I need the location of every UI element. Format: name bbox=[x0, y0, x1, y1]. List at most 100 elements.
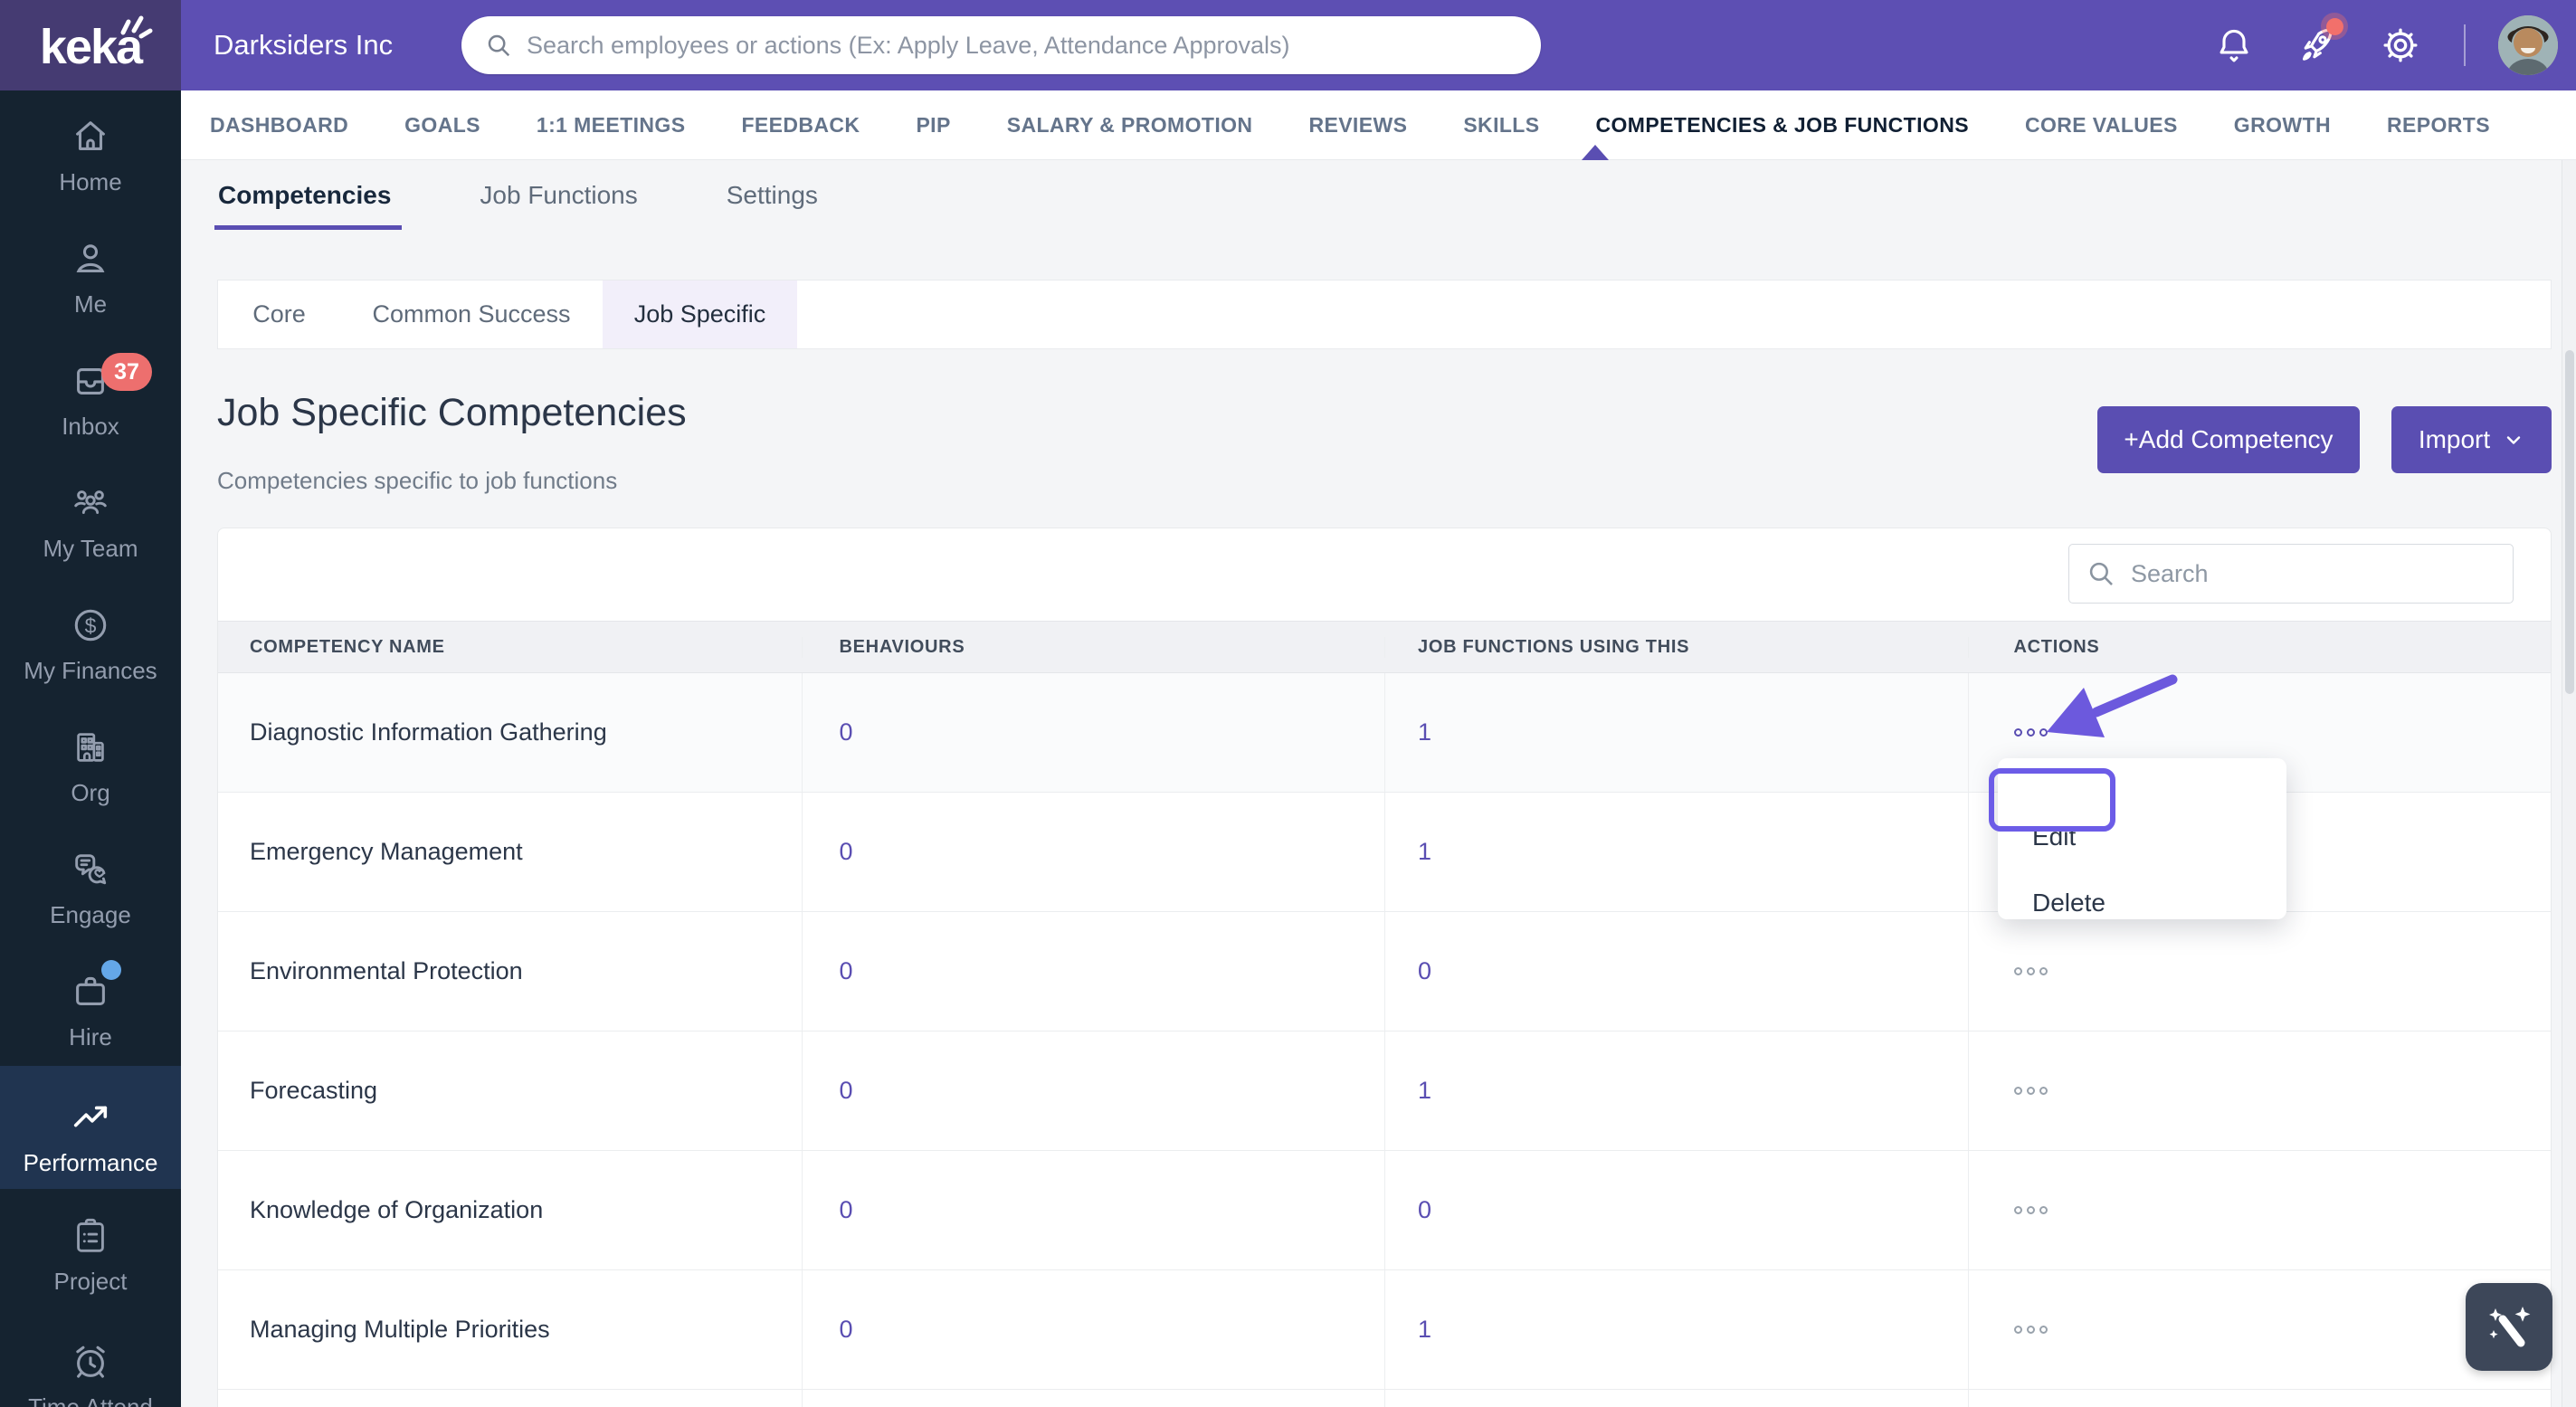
team-icon bbox=[74, 490, 107, 514]
tab-1-1-meetings[interactable]: 1:1 MEETINGS bbox=[536, 112, 686, 137]
table-header-row: COMPETENCY NAME BEHAVIOURS JOB FUNCTIONS… bbox=[218, 621, 2551, 673]
sidebar-item-time-attend[interactable]: Time Attend bbox=[0, 1341, 181, 1407]
context-menu-delete[interactable]: Delete bbox=[2032, 889, 2105, 917]
row-actions-menu-icon[interactable] bbox=[2013, 728, 2048, 737]
job-functions-count-link[interactable]: 1 bbox=[1418, 1077, 1432, 1104]
col-header-behaviours: BEHAVIOURS bbox=[801, 636, 1385, 658]
row-actions-context-menu: Edit Delete bbox=[1998, 758, 2286, 919]
project-clipboard-icon bbox=[77, 1218, 104, 1252]
org-building-icon bbox=[77, 733, 104, 762]
behaviours-count-link[interactable]: 0 bbox=[839, 957, 853, 984]
sidebar-item-my-finances[interactable]: $ My Finances bbox=[0, 604, 181, 685]
competency-name: Diagnostic Information Gathering bbox=[250, 718, 607, 746]
import-button[interactable]: Import bbox=[2391, 406, 2552, 473]
finances-dollar-icon: $ bbox=[74, 609, 107, 642]
magic-wand-icon bbox=[2489, 1306, 2531, 1346]
row-actions-menu-icon[interactable] bbox=[2013, 967, 2048, 975]
table-row: Managing Multiple Priorities 0 1 bbox=[218, 1270, 2551, 1390]
sidebar-item-home[interactable]: Home bbox=[0, 116, 181, 196]
user-avatar[interactable] bbox=[2498, 15, 2558, 75]
competencies-table-card: COMPETENCY NAME BEHAVIOURS JOB FUNCTIONS… bbox=[217, 528, 2552, 1407]
viewtab-job-specific[interactable]: Job Specific bbox=[603, 280, 797, 348]
viewtab-core[interactable]: Core bbox=[252, 300, 306, 328]
tab-pip[interactable]: PIP bbox=[916, 112, 951, 137]
global-search-bar[interactable] bbox=[461, 16, 1541, 74]
tab-skills[interactable]: SKILLS bbox=[1463, 112, 1540, 137]
behaviours-count-link[interactable]: 0 bbox=[839, 718, 853, 746]
sidebar-item-project[interactable]: Project bbox=[0, 1215, 181, 1296]
topbar-actions bbox=[2214, 0, 2576, 90]
behaviours-count-link[interactable]: 0 bbox=[839, 1316, 853, 1343]
scrollbar-thumb[interactable] bbox=[2565, 350, 2574, 694]
sidebar-item-performance[interactable]: Performance bbox=[0, 1066, 181, 1189]
sidebar-item-my-team[interactable]: My Team bbox=[0, 482, 181, 563]
tab-reports[interactable]: REPORTS bbox=[2386, 112, 2490, 137]
whats-new-rocket-icon[interactable] bbox=[2297, 13, 2348, 65]
context-menu-edit[interactable]: Edit bbox=[2032, 822, 2077, 851]
chevron-down-icon bbox=[2506, 436, 2521, 444]
home-icon bbox=[76, 121, 105, 150]
viewtab-common-success[interactable]: Common Success bbox=[372, 300, 571, 328]
table-body: Diagnostic Information Gathering 0 1 Eme… bbox=[218, 673, 2551, 1407]
tab-core-values[interactable]: CORE VALUES bbox=[2024, 112, 2178, 137]
page-scrollbar[interactable] bbox=[2562, 160, 2576, 1407]
job-functions-count-link[interactable]: 0 bbox=[1418, 1196, 1432, 1223]
tab-reviews[interactable]: REVIEWS bbox=[1308, 112, 1408, 137]
behaviours-count-link[interactable]: 0 bbox=[839, 1196, 853, 1223]
table-row-partial bbox=[218, 1390, 2551, 1407]
tab-competencies-job-functions[interactable]: COMPETENCIES & JOB FUNCTIONS bbox=[1595, 112, 1969, 137]
tab-dashboard[interactable]: DASHBOARD bbox=[210, 112, 349, 137]
settings-gear-icon[interactable] bbox=[2381, 25, 2420, 65]
job-functions-count-link[interactable]: 1 bbox=[1418, 838, 1432, 865]
table-search-input[interactable] bbox=[2131, 559, 2493, 588]
job-functions-count-link[interactable]: 0 bbox=[1418, 957, 1432, 984]
tab-goals[interactable]: GOALS bbox=[404, 112, 480, 137]
performance-nav-tabs: DASHBOARD GOALS 1:1 MEETINGS FEEDBACK PI… bbox=[181, 90, 2576, 160]
sidebar-item-me[interactable]: Me bbox=[0, 238, 181, 318]
competency-name: Environmental Protection bbox=[250, 957, 523, 984]
add-competency-button[interactable]: +Add Competency bbox=[2097, 406, 2360, 473]
tab-feedback[interactable]: FEEDBACK bbox=[741, 112, 860, 137]
logo-spark-icon bbox=[120, 15, 153, 39]
col-header-actions: ACTIONS bbox=[1967, 636, 2552, 658]
subtab-settings[interactable]: Settings bbox=[726, 180, 818, 209]
performance-trend-icon bbox=[73, 1106, 108, 1127]
behaviours-count-link[interactable]: 0 bbox=[839, 838, 853, 865]
keka-logo[interactable]: keka bbox=[0, 0, 181, 90]
notifications-bell-icon[interactable] bbox=[2214, 25, 2254, 65]
behaviours-count-link[interactable]: 0 bbox=[839, 1077, 853, 1104]
sidebar-item-inbox[interactable]: 37 Inbox bbox=[0, 353, 181, 441]
table-row: Environmental Protection 0 0 bbox=[218, 912, 2551, 1031]
sidebar-item-hire[interactable]: Hire bbox=[0, 960, 181, 1051]
job-functions-count-link[interactable]: 1 bbox=[1418, 718, 1432, 746]
sidebar: Home Me 37 Inbox My Team $ My Finances O… bbox=[0, 90, 181, 1407]
tab-growth[interactable]: GROWTH bbox=[2233, 112, 2331, 137]
col-header-competency-name: COMPETENCY NAME bbox=[250, 636, 445, 657]
svg-text:$: $ bbox=[85, 613, 97, 637]
sidebar-item-org[interactable]: Org bbox=[0, 727, 181, 807]
competency-name: Emergency Management bbox=[250, 838, 523, 865]
job-functions-count-link[interactable]: 1 bbox=[1418, 1316, 1432, 1343]
subtab-competencies[interactable]: Competencies bbox=[214, 160, 403, 230]
ai-assistant-wand-button[interactable] bbox=[2466, 1283, 2552, 1371]
global-search-input[interactable] bbox=[527, 31, 1504, 60]
row-actions-menu-icon[interactable] bbox=[2013, 1087, 2048, 1095]
competency-type-tabs: Core Common Success Job Specific bbox=[217, 280, 2552, 349]
page-title: Job Specific Competencies bbox=[217, 391, 687, 434]
company-name: Darksiders Inc bbox=[214, 29, 394, 61]
hire-briefcase-icon bbox=[76, 976, 105, 1005]
row-actions-menu-icon[interactable] bbox=[2013, 1326, 2048, 1334]
user-icon bbox=[76, 244, 105, 272]
tab-salary-promotion[interactable]: SALARY & PROMOTION bbox=[1006, 112, 1253, 137]
row-actions-menu-icon[interactable] bbox=[2013, 1206, 2048, 1214]
search-icon bbox=[2089, 562, 2113, 585]
page-subtitle: Competencies specific to job functions bbox=[217, 467, 618, 494]
subtab-job-functions[interactable]: Job Functions bbox=[480, 180, 638, 209]
engage-chat-icon bbox=[75, 854, 107, 885]
competency-name: Knowledge of Organization bbox=[250, 1196, 544, 1223]
inbox-badge: 37 bbox=[101, 353, 152, 391]
table-search-box[interactable] bbox=[2068, 544, 2514, 604]
sidebar-item-engage[interactable]: Engage bbox=[0, 849, 181, 929]
topbar-divider bbox=[2464, 24, 2466, 66]
